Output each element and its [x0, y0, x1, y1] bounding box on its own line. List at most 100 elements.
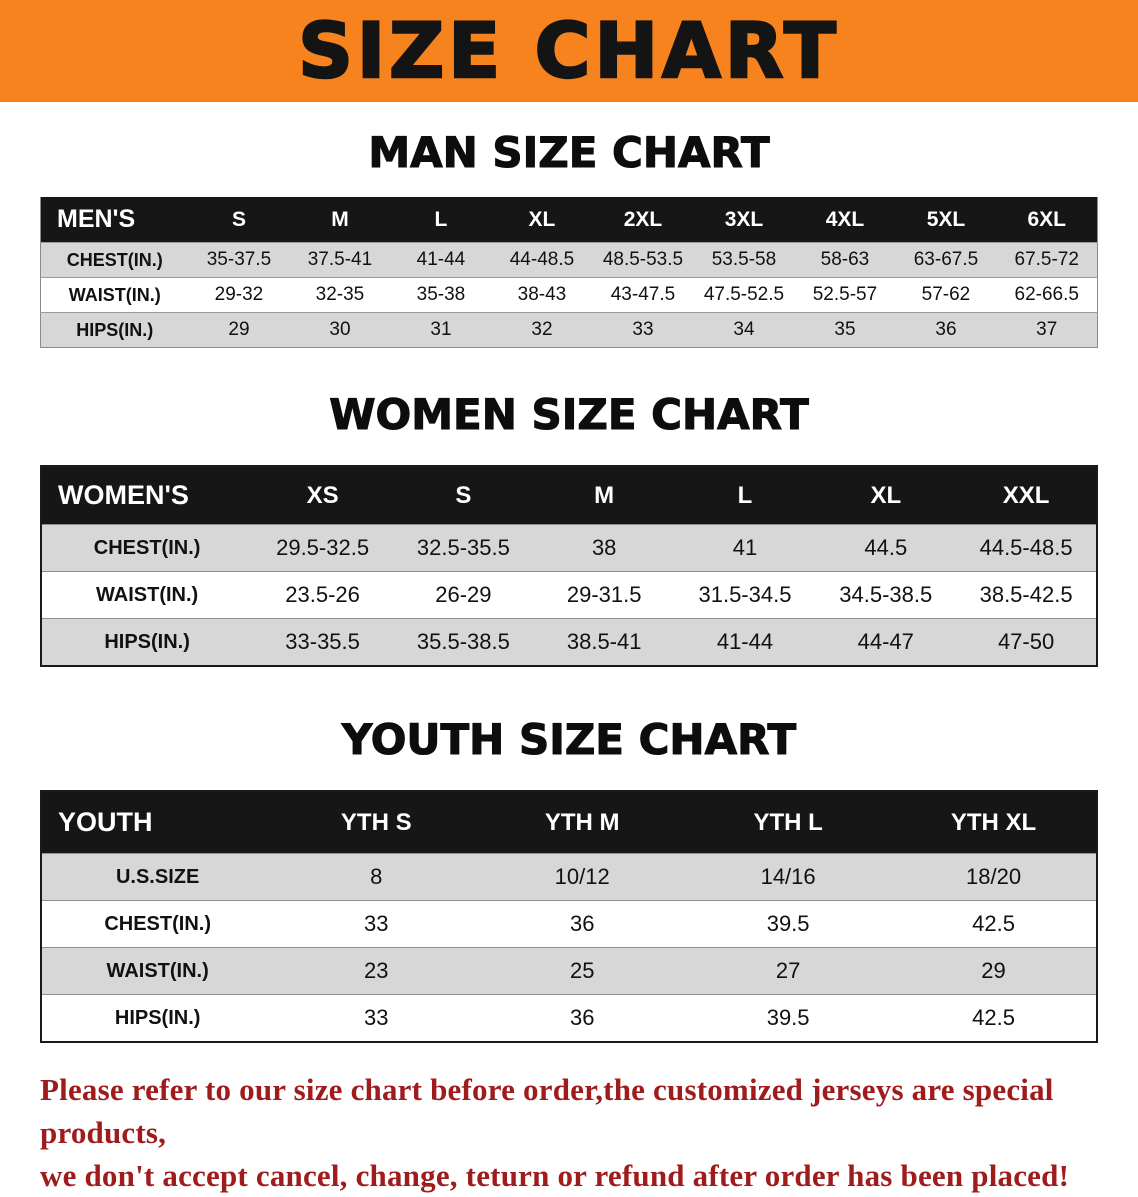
table-header-row: WOMEN'S XS S M L XL XXL: [41, 466, 1097, 525]
value-cell: 32.5-35.5: [416, 535, 510, 560]
value-cell: 57-62: [921, 284, 971, 305]
disclaimer-line-1: Please refer to our size chart before or…: [40, 1072, 1054, 1150]
value-cell: 35: [834, 319, 856, 340]
value-cell: 35.5-38.5: [416, 629, 510, 654]
value-cell: 38.5-41: [566, 629, 642, 654]
women-size-chart-section: WOMEN SIZE CHART WOMEN'S XS S M L XL XXL CHEST(…: [0, 389, 1138, 667]
size-header-cell: 6XL: [996, 197, 1098, 243]
row-label-cell: CHEST(IN.): [66, 249, 163, 270]
value-cell: 32: [531, 319, 553, 340]
value-cell: 52.5-57: [812, 284, 878, 305]
size-header-cell: 5XL: [895, 197, 997, 243]
value-cell: 58-63: [820, 249, 870, 270]
table-title-cell: MEN'S: [40, 197, 189, 243]
value-cell: 44.5-48.5: [979, 535, 1073, 560]
table-row: HIPS(IN.) 33-35.5 35.5-38.5 38.5-41 41-44 44-…: [41, 618, 1097, 666]
table-row: CHEST(IN.) 35-37.5 37.5-41 41-44 44-48.5 48.5…: [40, 242, 1098, 278]
size-header-cell: S: [188, 197, 290, 243]
row-label-cell: WAIST(IN.): [95, 583, 199, 606]
size-header-cell: M: [289, 197, 391, 243]
value-cell: 47.5-52.5: [703, 284, 785, 305]
value-cell: 10/12: [554, 864, 610, 889]
value-cell: 37: [1036, 319, 1058, 340]
size-header-cell: L: [674, 466, 816, 525]
value-cell: 33: [364, 1005, 389, 1030]
row-label-cell: HIPS(IN.): [76, 319, 154, 340]
value-cell: 47-50: [997, 629, 1055, 654]
mens-size-table: MEN'S S M L XL 2XL 3XL 4XL 5XL 6XL CHEST(IN.) 35-37…: [40, 197, 1098, 348]
value-cell: 41-44: [416, 249, 466, 270]
value-cell: 39.5: [766, 911, 810, 936]
value-cell: 35-37.5: [206, 249, 272, 270]
value-cell: 67.5-72: [1014, 249, 1079, 270]
value-cell: 42.5: [972, 1005, 1015, 1030]
value-cell: 43-47.5: [610, 284, 676, 305]
table-title-cell: YOUTH: [41, 791, 274, 854]
womens-size-table: WOMEN'S XS S M L XL XXL CHEST(IN.) 29.5-32.5 32.5…: [40, 465, 1098, 667]
size-header-cell: L: [390, 197, 492, 243]
size-header-cell: XL: [815, 466, 957, 525]
row-label-cell: HIPS(IN.): [104, 630, 190, 653]
value-cell: 14/16: [760, 864, 816, 889]
value-cell: 53.5-58: [711, 249, 777, 270]
value-cell: 36: [569, 1005, 595, 1030]
value-cell: 18/20: [966, 864, 1022, 889]
size-header-cell: 2XL: [592, 197, 694, 243]
value-cell: 31: [430, 319, 452, 340]
man-size-chart-section: MAN SIZE CHART MEN'S S M L XL 2XL 3XL 4XL 5XL 6XL…: [0, 127, 1138, 348]
value-cell: 34: [733, 319, 755, 340]
table-row: CHEST(IN.) 29.5-32.5 32.5-35.5 38 41 44.5 44.5…: [41, 524, 1097, 572]
row-label-cell: U.S.SIZE: [115, 865, 200, 888]
table-row: WAIST(IN.) 23.5-26 26-29 29-31.5 31.5-34.5 34…: [41, 571, 1097, 619]
size-header-cell: 4XL: [794, 197, 896, 243]
value-cell: 41: [732, 535, 758, 560]
value-cell: 27: [775, 958, 801, 983]
size-header-cell: XXL: [956, 466, 1097, 525]
table-row: HIPS(IN.) 29 30 31 32 33 34 35 36 37: [40, 312, 1098, 348]
table-title-cell: WOMEN'S: [41, 466, 253, 525]
size-header-cell: 3XL: [693, 197, 795, 243]
value-cell: 33-35.5: [285, 629, 360, 654]
youth-size-table: YOUTH YTH S YTH M YTH L YTH XL U.S.SIZE 8 10/12…: [40, 790, 1098, 1043]
table-row: U.S.SIZE 8 10/12 14/16 18/20: [41, 853, 1097, 901]
size-header-cell: XL: [491, 197, 593, 243]
value-cell: 48.5-53.5: [602, 249, 684, 270]
value-cell: 63-67.5: [913, 249, 979, 270]
size-header-cell: YTH XL: [891, 791, 1097, 854]
value-cell: 34.5-38.5: [839, 582, 933, 607]
value-cell: 39.5: [766, 1005, 810, 1030]
value-cell: 44-47: [857, 629, 914, 654]
value-cell: 44-48.5: [509, 249, 575, 270]
table-row: HIPS(IN.) 33 36 39.5 42.5: [41, 994, 1097, 1042]
value-cell: 29-31.5: [566, 582, 642, 607]
value-cell: 30: [329, 319, 351, 340]
value-cell: 42.5: [972, 911, 1015, 936]
value-cell: 23.5-26: [285, 582, 360, 607]
value-cell: 36: [569, 911, 595, 936]
row-label-cell: WAIST(IN.): [68, 284, 161, 305]
value-cell: 36: [935, 319, 957, 340]
man-size-chart-heading: MAN SIZE CHART: [368, 127, 770, 177]
youth-size-chart-heading: YOUTH SIZE CHART: [341, 714, 797, 764]
table-header-row: YOUTH YTH S YTH M YTH L YTH XL: [41, 791, 1097, 854]
size-chart-banner: SIZE CHART: [0, 0, 1138, 102]
value-cell: 23: [364, 958, 389, 983]
value-cell: 29-32: [214, 284, 264, 305]
table-header-row: MEN'S S M L XL 2XL 3XL 4XL 5XL 6XL: [40, 197, 1098, 243]
value-cell: 29: [228, 319, 250, 340]
women-size-chart-heading: WOMEN SIZE CHART: [329, 389, 810, 439]
table-row: WAIST(IN.) 29-32 32-35 35-38 38-43 43-47.5 47.…: [40, 277, 1098, 313]
value-cell: 35-38: [416, 284, 466, 305]
disclaimer-note: Please refer to our size chart before or…: [40, 1069, 1098, 1197]
value-cell: 37.5-41: [307, 249, 373, 270]
value-cell: 33: [364, 911, 389, 936]
youth-size-chart-section: YOUTH SIZE CHART YOUTH YTH S YTH M YTH L YTH…: [0, 714, 1138, 1043]
size-header-cell: XS: [252, 466, 393, 525]
page-title: SIZE CHART: [297, 6, 840, 95]
row-label-cell: HIPS(IN.): [114, 1006, 201, 1029]
row-label-cell: CHEST(IN.): [104, 912, 211, 935]
value-cell: 38: [591, 535, 617, 560]
size-header-cell: YTH L: [685, 791, 892, 854]
size-header-cell: S: [392, 466, 534, 525]
value-cell: 41-44: [716, 629, 774, 654]
